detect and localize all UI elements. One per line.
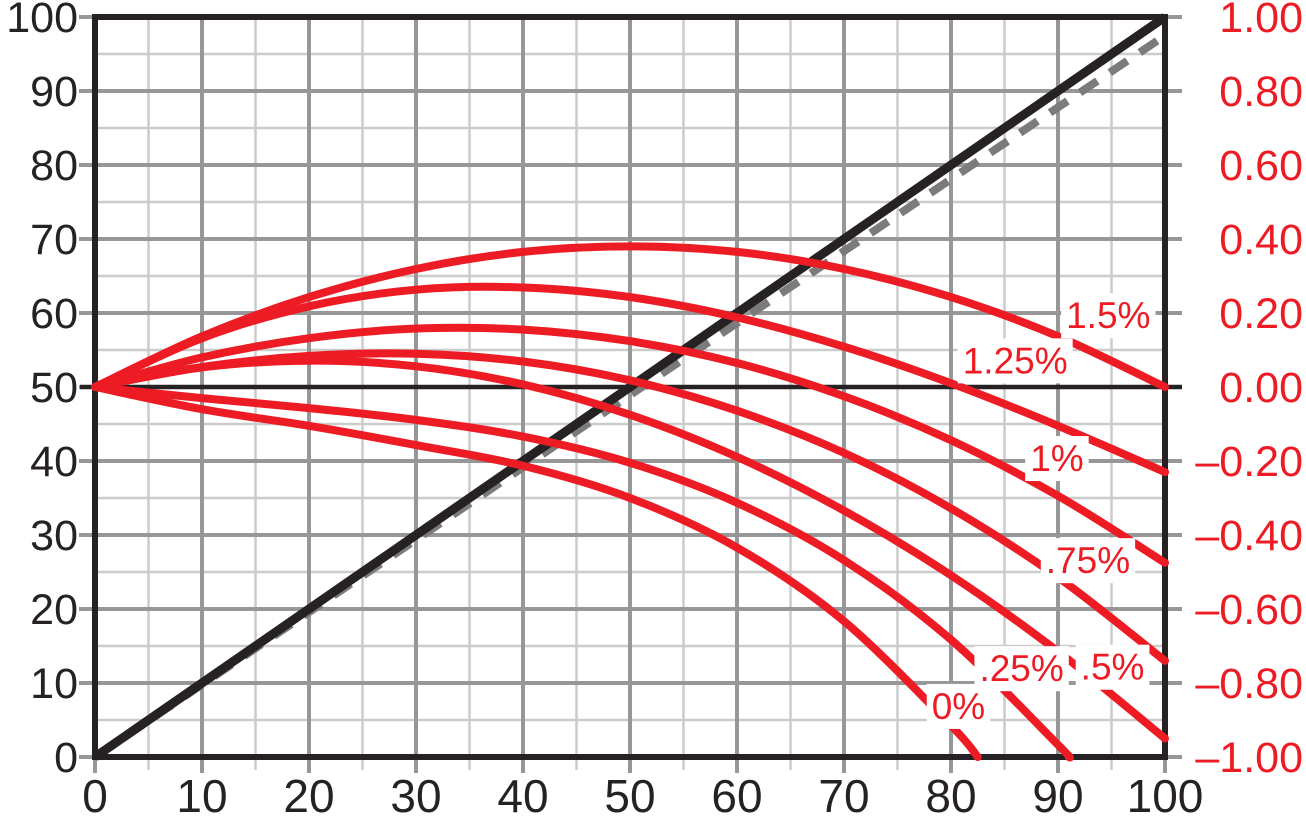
curve-label-15pct: 1.5%	[1066, 295, 1150, 336]
curve-label-0pct: 0%	[932, 686, 985, 727]
right-axis-label: 0.20	[1219, 290, 1303, 338]
curve-label-25pct: .25%	[979, 648, 1063, 689]
right-axis-label: 0.00	[1219, 364, 1303, 412]
left-axis-label: 100	[6, 0, 78, 42]
curve-label-halo	[926, 683, 991, 729]
reference-line-identity-diagonal	[92, 13, 1168, 761]
curve-125pct	[91, 282, 1169, 477]
right-axis-label: –0.20	[1195, 438, 1303, 486]
curve-label-halo	[1040, 538, 1136, 584]
right-axis-label: 0.60	[1219, 142, 1303, 190]
bottom-axis-label: 50	[604, 770, 655, 822]
bottom-axis-label: 0	[82, 770, 108, 822]
curve-label-halo	[1025, 436, 1089, 482]
curve-5pct	[91, 356, 1169, 743]
curve-label-125pct: 1.25%	[963, 340, 1068, 381]
right-axis-label: 0.80	[1219, 68, 1303, 116]
left-axis-label: 20	[30, 586, 78, 634]
left-axis-label: 0	[54, 734, 78, 782]
left-axis-label: 30	[30, 512, 78, 560]
left-axis-label: 50	[30, 364, 78, 412]
curve-label-halo	[1061, 293, 1156, 339]
right-axis-label: –1.00	[1195, 734, 1303, 782]
bottom-axis-label: 60	[711, 770, 762, 822]
bottom-axis-label: 90	[1032, 770, 1083, 822]
bottom-axis-label: 80	[925, 770, 976, 822]
curve-label-halo	[974, 646, 1069, 692]
curve-label-5pct: .5%	[1081, 647, 1145, 688]
bottom-axis-label: 10	[176, 770, 227, 822]
right-axis-label: –0.40	[1195, 512, 1303, 560]
left-axis-label: 90	[30, 68, 78, 116]
left-axis-label: 10	[30, 660, 78, 708]
bottom-axis-label: 20	[283, 770, 334, 822]
bottom-axis-label: 70	[818, 770, 869, 822]
bottom-axis-label: 40	[497, 770, 548, 822]
left-axis-label: 60	[30, 290, 78, 338]
right-axis-label: –0.80	[1195, 660, 1303, 708]
curve-25pct	[91, 383, 1075, 762]
bottom-axis-label: 100	[1127, 770, 1204, 822]
curve-0pct	[91, 383, 982, 761]
curve-label-halo	[1075, 644, 1150, 690]
right-axis-label: 0.40	[1219, 216, 1303, 264]
left-axis-label: 80	[30, 142, 78, 190]
curve-15pct	[91, 242, 1169, 391]
curve-label-75pct: .75%	[1046, 540, 1130, 581]
left-axis-label: 40	[30, 438, 78, 486]
left-axis-label: 70	[30, 216, 78, 264]
curve-label-1pct: 1%	[1030, 438, 1083, 479]
right-axis-label: –0.60	[1195, 586, 1303, 634]
right-axis-label: 1.00	[1219, 0, 1303, 42]
curve-1pct	[91, 323, 1169, 567]
curve-label-halo	[957, 338, 1073, 384]
bottom-axis-label: 30	[390, 770, 441, 822]
